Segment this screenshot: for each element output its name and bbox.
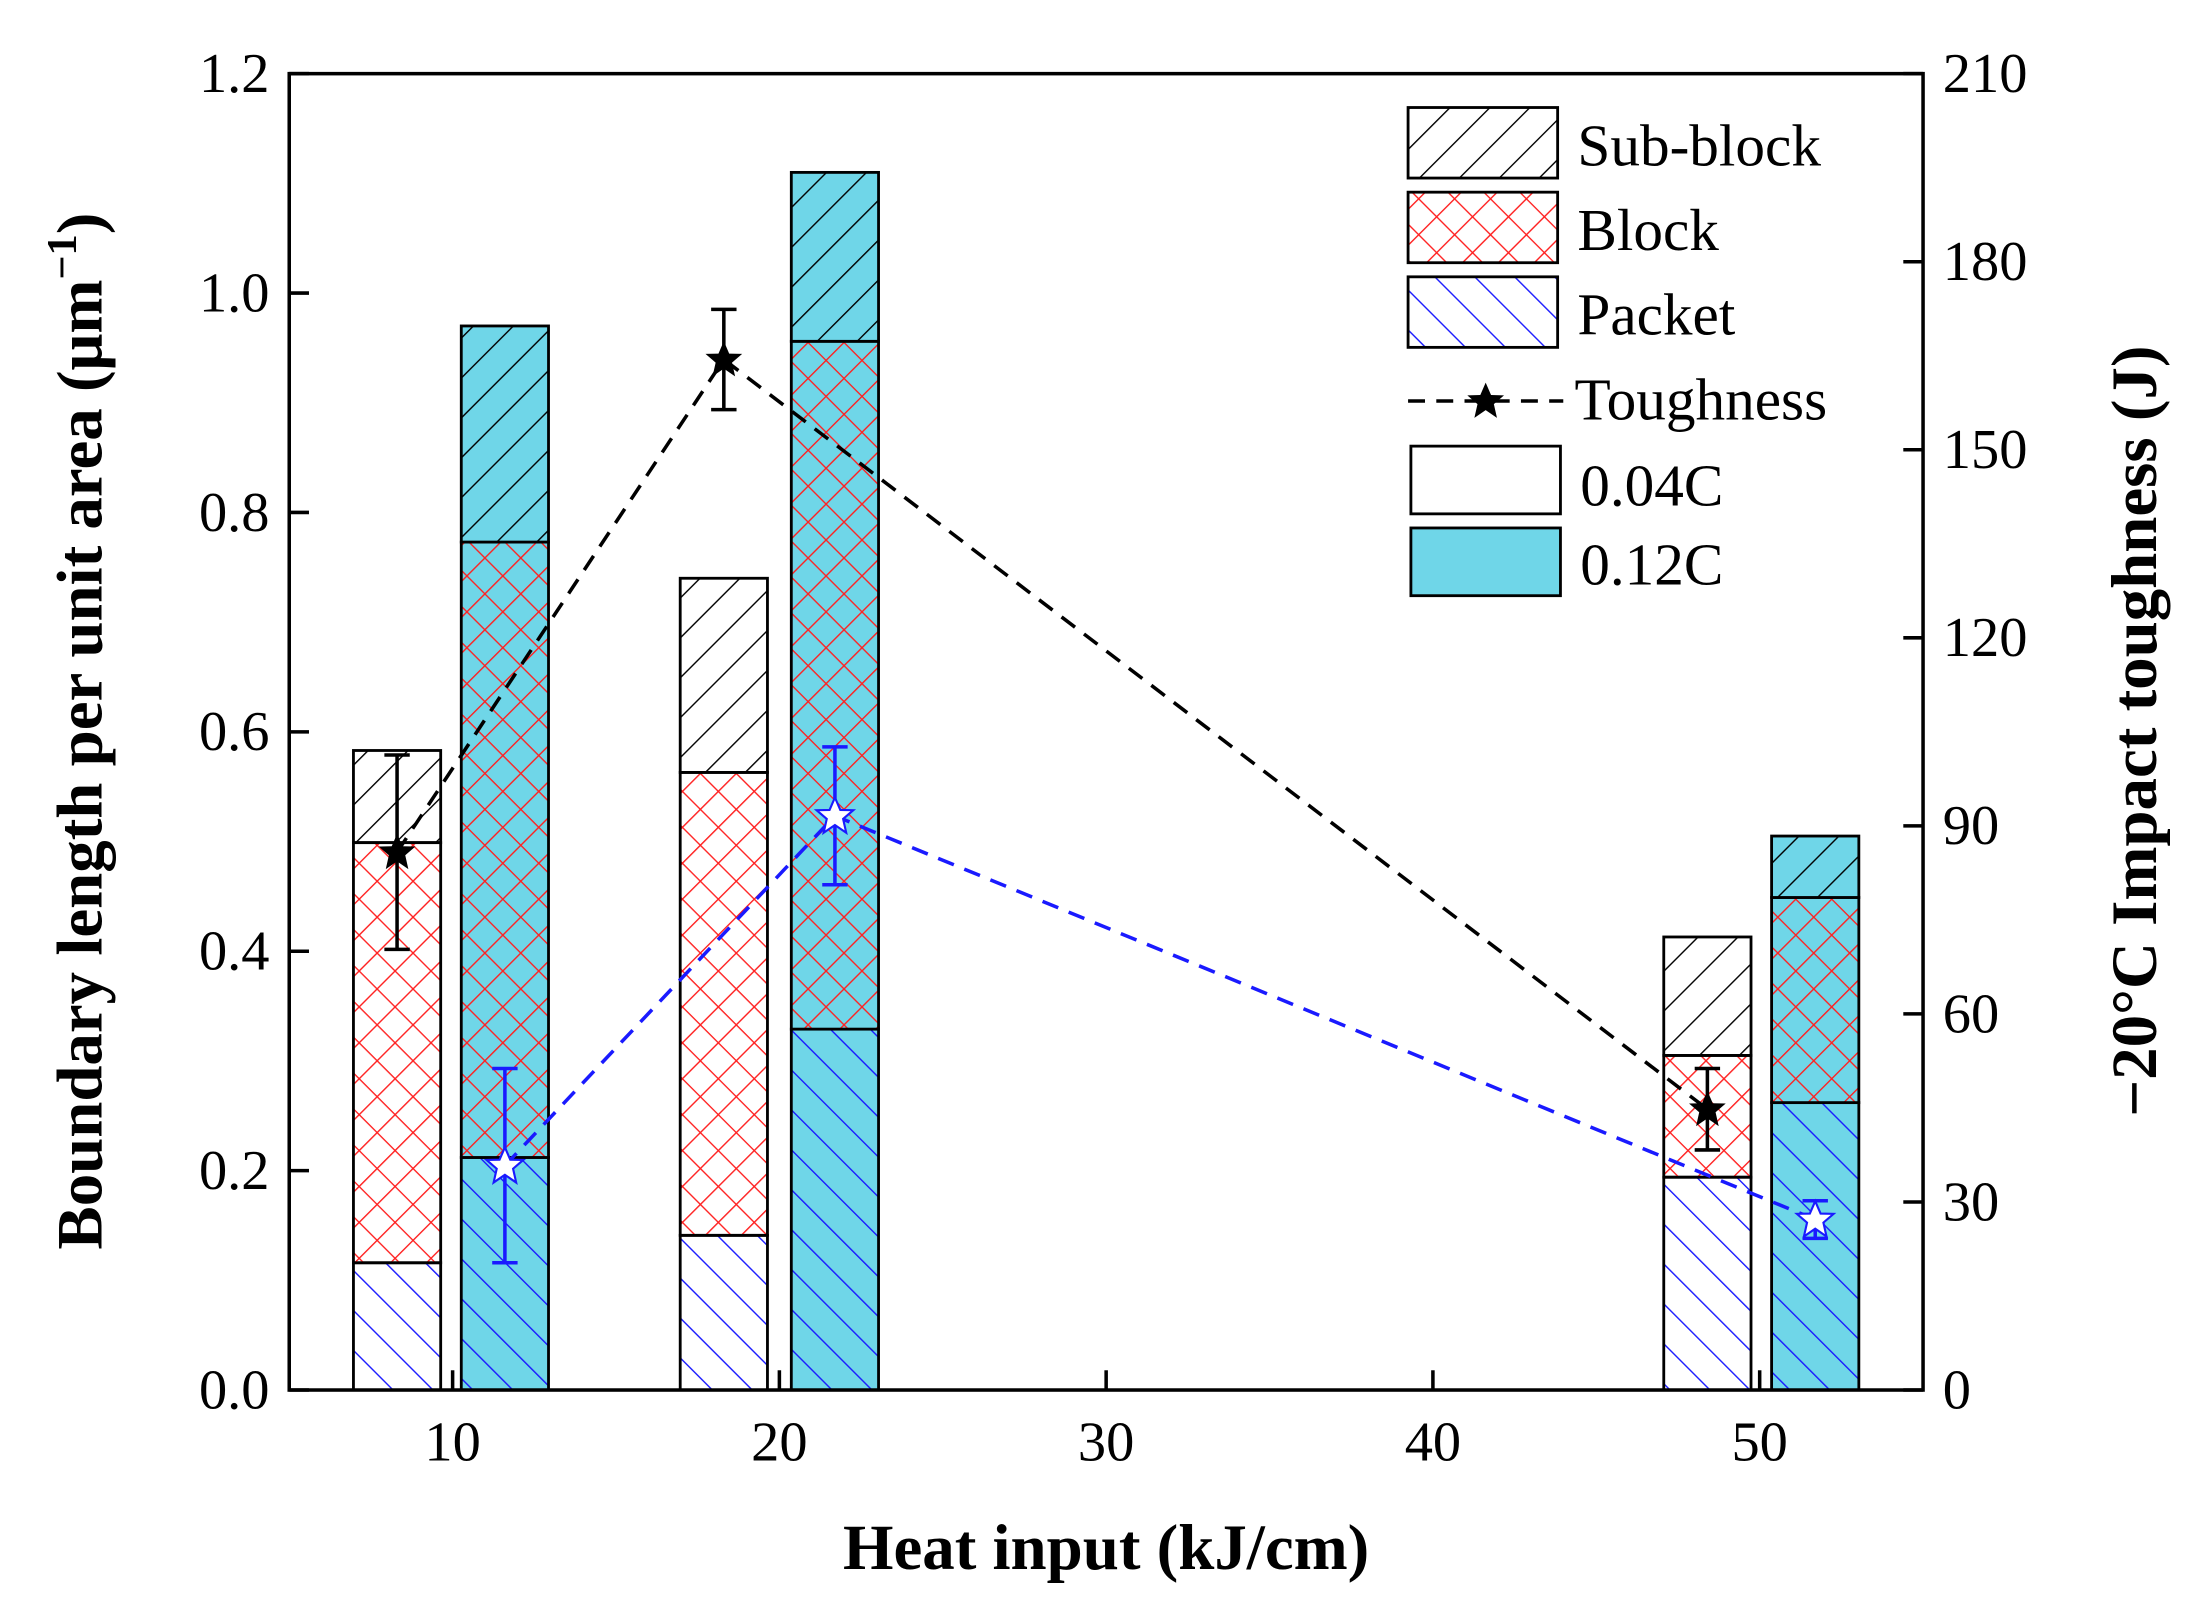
y2-tick-label: 90 [1943, 795, 1999, 857]
y2-tick-label: 30 [1943, 1171, 1999, 1233]
legend-swatch-packet [1406, 275, 1560, 349]
y-axis-label: Boundary length per unit area (μm−1) [39, 213, 116, 1250]
bar-sub-block-0.12C-10 [459, 324, 550, 544]
y-tick-label: 0.4 [199, 921, 270, 983]
legend-label-0.04C: 0.04C [1580, 452, 1723, 518]
y2-tick-label: 150 [1943, 419, 2028, 481]
y-tick-label: 0.2 [199, 1140, 270, 1202]
y-tick-label: 0.8 [199, 482, 270, 544]
y-tick-label: 0.0 [199, 1359, 270, 1421]
y2-axis-label: −20°C Impact toughness (J) [2099, 345, 2171, 1116]
bar-block-0.12C-50 [1770, 896, 1861, 1105]
line-Toughness-0.04C [395, 356, 1709, 1111]
y-tick-label: 1.2 [199, 43, 270, 105]
y2-tick-label: 60 [1943, 983, 1999, 1045]
bar-block-0.12C-20 [789, 339, 880, 1031]
bar-packet-0.04C-20 [678, 1233, 769, 1392]
y2-tick-label: 120 [1943, 607, 2028, 669]
legend-swatch-sub-block [1406, 106, 1560, 180]
x-tick-label: 40 [1405, 1412, 1461, 1474]
bar-packet-0.12C-20 [789, 1027, 880, 1392]
y-tick-label: 0.6 [199, 701, 270, 763]
x-tick-label: 50 [1731, 1412, 1787, 1474]
bar-packet-0.12C-50 [1770, 1101, 1861, 1392]
x-axis-label: Heat input (kJ/cm) [843, 1512, 1369, 1584]
legend-label-0.12C: 0.12C [1580, 531, 1723, 597]
legend: Sub-block Block Packet Toughness 0.04C 0… [1406, 106, 1828, 598]
bars-layer [352, 170, 1861, 1392]
bar-block-0.12C-10 [459, 540, 550, 1159]
legend-label-packet: Packet [1577, 282, 1735, 348]
bar-sub-block-0.04C-50 [1662, 935, 1753, 1057]
lines-layer [378, 307, 1835, 1265]
y2-tick-label: 180 [1943, 231, 2028, 293]
bar-sub-block-0.04C-20 [678, 576, 769, 774]
y-tick-label: 1.0 [199, 262, 270, 324]
x-tick-label: 20 [751, 1412, 807, 1474]
bar-sub-block-0.12C-20 [789, 170, 880, 343]
legend-swatch-block [1406, 190, 1560, 265]
legend-label-sub-block: Sub-block [1577, 112, 1821, 178]
legend-label-toughness: Toughness [1575, 366, 1828, 432]
ticks-layer: 10 20 30 40 50 0.0 0.2 0.4 0.6 0.8 1.0 1.2 0 30 60 90 12… [199, 43, 2027, 1474]
y2-tick-label: 0 [1943, 1359, 1971, 1421]
x-tick-label: 10 [424, 1412, 480, 1474]
x-tick-label: 30 [1078, 1412, 1134, 1474]
legend-swatch-0.12C [1409, 526, 1562, 598]
bar-packet-0.04C-50 [1662, 1175, 1753, 1392]
bar-sub-block-0.12C-50 [1770, 834, 1861, 899]
legend-label-block: Block [1577, 197, 1719, 263]
bar-packet-0.04C-10 [352, 1261, 443, 1392]
y2-tick-label: 210 [1943, 43, 2028, 105]
bar-block-0.04C-20 [678, 771, 769, 1237]
legend-swatch-0.04C [1409, 444, 1562, 516]
